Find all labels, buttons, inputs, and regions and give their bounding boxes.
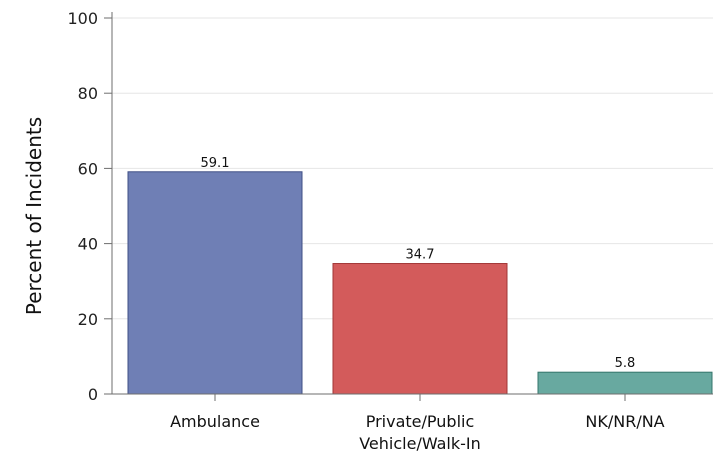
data-labels: 59.1 34.7 5.8	[201, 156, 636, 371]
bar	[537, 371, 713, 395]
bar	[332, 263, 508, 395]
x-category-label-line: Ambulance	[170, 412, 260, 431]
x-category-label: Private/Public Vehicle/Walk-In	[359, 412, 481, 453]
x-category-label: NK/NR/NA	[585, 412, 664, 431]
x-category-label-line: Private/Public	[366, 412, 475, 431]
bar-value-label: 59.1	[201, 156, 230, 171]
y-tick-label: 100	[67, 9, 98, 28]
x-category-label-line: Vehicle/Walk-In	[359, 434, 481, 453]
y-tick-label: 20	[78, 310, 98, 329]
y-tick-label: 80	[78, 84, 98, 103]
y-axis-ticks: 0 20 40 60 80 100	[67, 9, 112, 404]
bars	[127, 171, 713, 395]
bar-value-label: 5.8	[615, 356, 636, 371]
x-axis-ticks: Ambulance Private/Public Vehicle/Walk-In NK…	[170, 394, 665, 453]
x-category-label: Ambulance	[170, 412, 260, 431]
x-category-label-line: NK/NR/NA	[585, 412, 664, 431]
bar-value-label: 34.7	[406, 248, 435, 263]
y-tick-label: 60	[78, 159, 98, 178]
y-axis-title: Percent of Incidents	[22, 117, 46, 315]
y-tick-label: 40	[78, 235, 98, 254]
axes	[111, 12, 713, 395]
bar	[127, 171, 303, 395]
y-tick-label: 0	[88, 385, 98, 404]
